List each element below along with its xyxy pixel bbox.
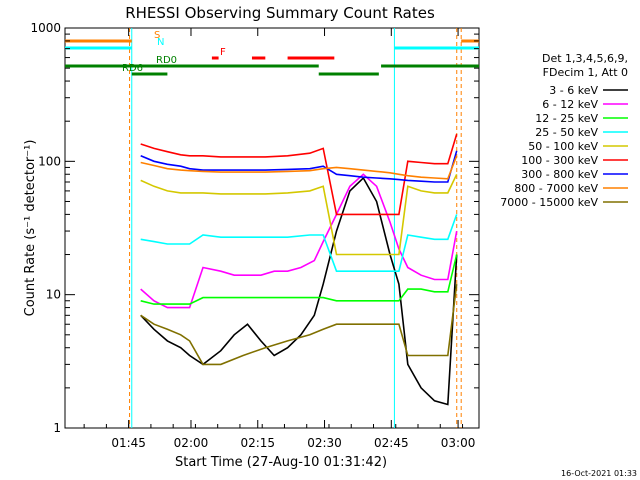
- x-axis-ticks: 01:45 02:00 02:15 02:30 02:45 03:00: [83, 28, 476, 450]
- y-tick-label: 1: [53, 421, 61, 435]
- flag-label: N: [157, 37, 164, 48]
- flag-label: F: [220, 47, 226, 58]
- legend-label: 7000 - 15000 keV: [500, 196, 598, 209]
- series-layer: [140, 133, 458, 406]
- y-axis-label: Count Rate (s⁻¹ detector⁻¹): [23, 140, 38, 317]
- series-line: [140, 155, 458, 180]
- legend-label: 300 - 800 keV: [521, 168, 598, 181]
- series-line: [140, 173, 458, 309]
- legend: Det 1,3,4,5,6,9,FDecim 1, Att 0 3 - 6 keV…: [500, 52, 628, 209]
- series-line: [140, 254, 458, 305]
- flag-label: S: [154, 30, 160, 41]
- y-tick-label: 10: [46, 288, 61, 302]
- y-tick-label: 100: [38, 154, 61, 168]
- x-tick-label: 02:15: [240, 436, 275, 450]
- legend-header: Det 1,3,4,5,6,9,: [542, 52, 628, 65]
- legend-label: 100 - 300 keV: [521, 154, 598, 167]
- legend-label: 50 - 100 keV: [528, 140, 598, 153]
- y-tick-label: 1000: [30, 21, 61, 35]
- y-axis-ticks: 1 10 100 1000: [30, 21, 479, 435]
- plot-frame: [64, 27, 480, 429]
- x-tick-label: 02:30: [307, 436, 342, 450]
- series-line: [140, 176, 458, 406]
- x-tick-label: 01:45: [111, 436, 146, 450]
- x-axis-label: Start Time (27-Aug-10 01:31:42): [175, 455, 387, 470]
- legend-label: 25 - 50 keV: [535, 126, 598, 139]
- timestamp: 16-Oct-2021 01:33: [561, 469, 637, 478]
- series-line: [140, 150, 458, 183]
- legend-label: 3 - 6 keV: [549, 84, 598, 97]
- plot-frame-group: [64, 27, 480, 429]
- series-line: [140, 173, 458, 256]
- x-tick-label: 02:45: [374, 436, 409, 450]
- chart-title: RHESSI Observing Summary Count Rates: [125, 4, 435, 22]
- legend-label: 800 - 7000 keV: [514, 182, 598, 195]
- legend-header: FDecim 1, Att 0: [543, 66, 628, 79]
- x-tick-label: 03:00: [441, 436, 476, 450]
- series-line: [140, 214, 458, 273]
- legend-label: 6 - 12 keV: [542, 98, 598, 111]
- flag-label: RD0: [156, 55, 177, 66]
- night-boundaries: [129, 28, 462, 428]
- series-line: [140, 133, 458, 216]
- flags-layer: SN F RD0 RD6: [65, 30, 479, 76]
- flag-label: RD6: [122, 63, 143, 74]
- x-tick-label: 02:00: [174, 436, 209, 450]
- legend-label: 12 - 25 keV: [535, 112, 598, 125]
- series-line: [140, 284, 458, 366]
